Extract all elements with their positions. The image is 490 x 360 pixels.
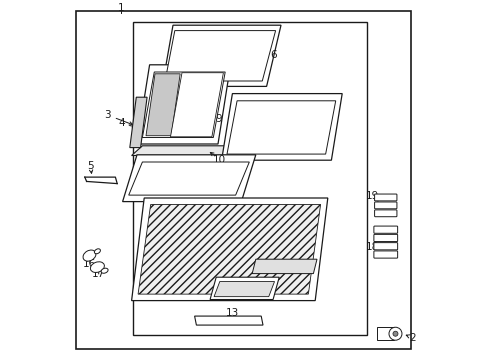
Text: 17: 17 bbox=[92, 269, 105, 279]
FancyBboxPatch shape bbox=[374, 251, 398, 258]
Ellipse shape bbox=[101, 268, 108, 273]
Text: 12: 12 bbox=[249, 232, 263, 242]
Text: 19: 19 bbox=[366, 191, 379, 201]
Text: 7: 7 bbox=[173, 71, 180, 81]
Text: 13: 13 bbox=[226, 308, 239, 318]
Polygon shape bbox=[214, 282, 274, 297]
FancyBboxPatch shape bbox=[374, 194, 397, 201]
Ellipse shape bbox=[83, 250, 96, 261]
Polygon shape bbox=[165, 31, 275, 81]
Polygon shape bbox=[138, 204, 320, 294]
Circle shape bbox=[389, 327, 402, 340]
Text: 6: 6 bbox=[270, 50, 277, 60]
FancyBboxPatch shape bbox=[374, 202, 397, 209]
Text: 10: 10 bbox=[213, 155, 226, 165]
Polygon shape bbox=[210, 277, 279, 300]
Text: 3: 3 bbox=[104, 110, 111, 120]
Text: 1: 1 bbox=[118, 3, 124, 13]
Text: 18: 18 bbox=[366, 242, 379, 252]
Polygon shape bbox=[132, 146, 259, 156]
Text: 15: 15 bbox=[274, 130, 288, 140]
FancyBboxPatch shape bbox=[374, 226, 398, 233]
Text: 16: 16 bbox=[83, 258, 96, 269]
Polygon shape bbox=[227, 101, 336, 154]
Circle shape bbox=[393, 331, 398, 336]
Polygon shape bbox=[137, 65, 231, 144]
Text: 9: 9 bbox=[216, 114, 222, 124]
Polygon shape bbox=[143, 72, 225, 138]
Text: 14: 14 bbox=[141, 162, 154, 172]
Bar bbox=[377, 327, 394, 340]
Ellipse shape bbox=[91, 262, 104, 273]
Polygon shape bbox=[146, 74, 180, 136]
Polygon shape bbox=[132, 198, 328, 301]
Polygon shape bbox=[130, 97, 147, 148]
Text: 11: 11 bbox=[285, 224, 298, 234]
Text: 5: 5 bbox=[88, 161, 94, 171]
FancyBboxPatch shape bbox=[374, 243, 398, 250]
Text: 8: 8 bbox=[191, 110, 197, 120]
Polygon shape bbox=[122, 155, 256, 202]
Polygon shape bbox=[195, 316, 263, 325]
FancyBboxPatch shape bbox=[374, 210, 397, 217]
Bar bbox=[133, 22, 368, 335]
Polygon shape bbox=[171, 73, 223, 137]
Text: 2: 2 bbox=[409, 333, 416, 343]
Polygon shape bbox=[129, 162, 249, 195]
Text: 4: 4 bbox=[119, 118, 125, 128]
Polygon shape bbox=[252, 259, 317, 274]
Polygon shape bbox=[162, 25, 281, 86]
FancyBboxPatch shape bbox=[374, 234, 398, 242]
Ellipse shape bbox=[95, 249, 100, 254]
Polygon shape bbox=[221, 94, 342, 160]
